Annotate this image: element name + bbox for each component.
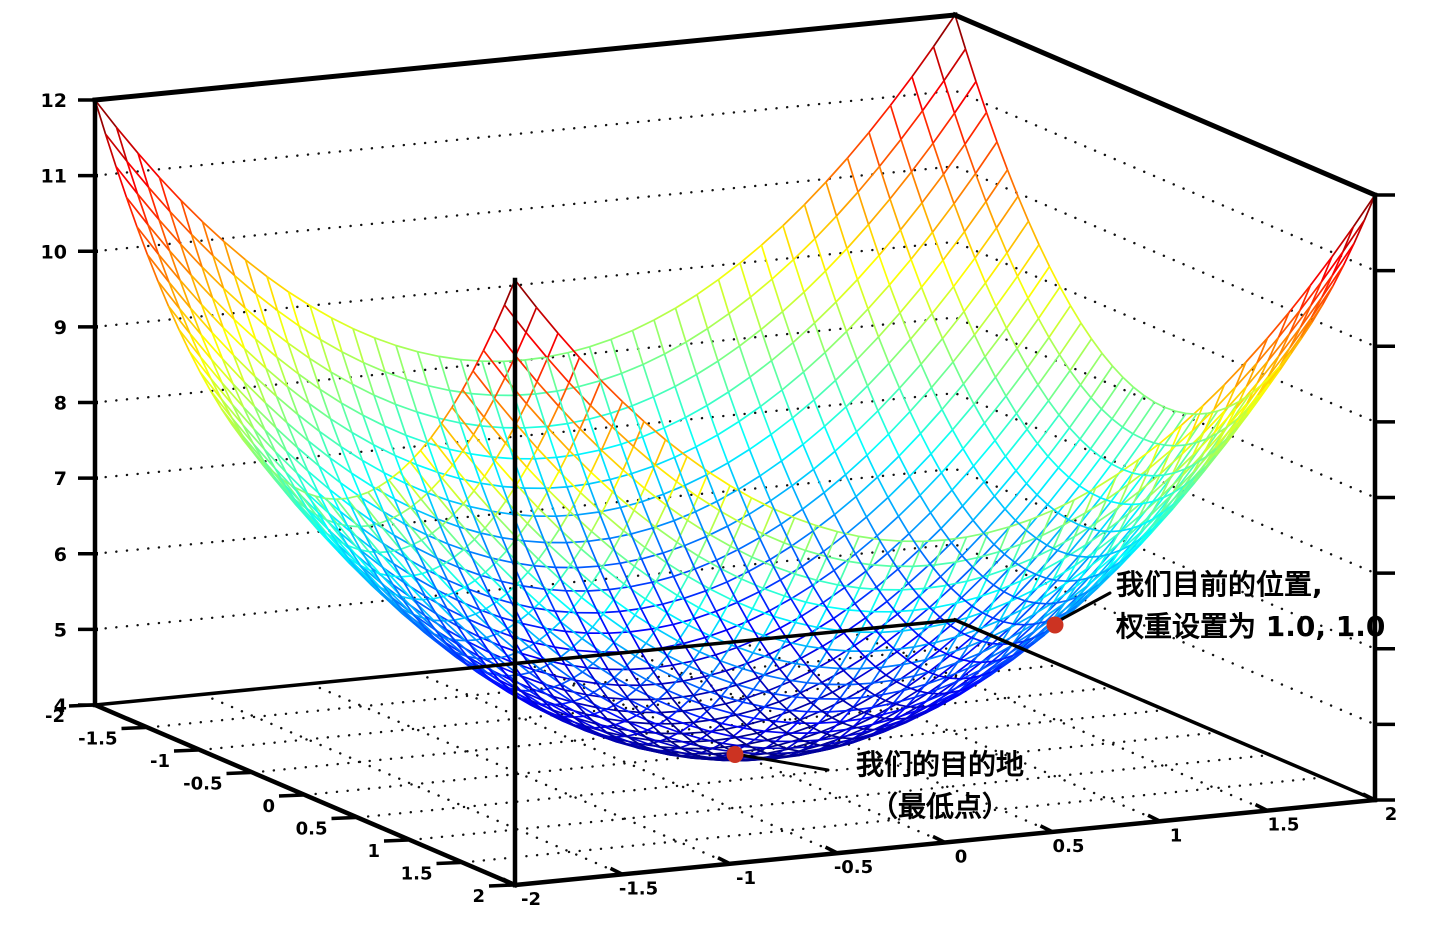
svg-text:9: 9 (54, 317, 67, 339)
svg-text:8: 8 (54, 393, 67, 415)
svg-text:1.5: 1.5 (1268, 815, 1300, 836)
annotation-text-line: 我们的目的地 (855, 748, 1024, 781)
svg-text:0.5: 0.5 (296, 819, 328, 840)
annotation-destination: 我们的目的地 （最低点） (816, 744, 1064, 828)
annotation-text-line: 我们目前的位置, (1116, 568, 1323, 601)
svg-text:-0.5: -0.5 (183, 774, 222, 795)
svg-text:0: 0 (955, 847, 968, 868)
svg-text:11: 11 (41, 166, 67, 188)
annotation-markers (726, 591, 1112, 772)
svg-text:2: 2 (1385, 804, 1398, 825)
svg-text:1: 1 (367, 841, 380, 862)
svg-text:-1: -1 (150, 751, 170, 772)
svg-text:-2: -2 (521, 889, 541, 910)
axis-ticks (68, 98, 1395, 888)
svg-text:10: 10 (41, 241, 67, 263)
svg-text:5: 5 (54, 619, 67, 641)
svg-text:7: 7 (54, 468, 67, 490)
axis-box (92, 11, 1379, 888)
svg-text:-0.5: -0.5 (834, 857, 873, 878)
surface-mesh (94, 14, 1376, 762)
svg-text:4: 4 (54, 695, 67, 717)
svg-text:0: 0 (262, 796, 275, 817)
annotation-text-line: 权重设置为 1.0, 1.0 (1116, 610, 1386, 643)
svg-text:-1.5: -1.5 (619, 878, 658, 899)
svg-text:1: 1 (1170, 825, 1183, 846)
svg-text:0.5: 0.5 (1053, 836, 1085, 857)
svg-text:-2: -2 (45, 706, 65, 727)
svg-text:2: 2 (472, 886, 485, 907)
svg-text:12: 12 (41, 90, 67, 112)
svg-text:-1: -1 (736, 868, 756, 889)
annotation-current-position: 我们目前的位置, 权重设置为 1.0, 1.0 (1116, 564, 1385, 648)
annotation-text-line: （最低点） (869, 790, 1010, 823)
svg-text:1.5: 1.5 (401, 864, 433, 885)
svg-text:-1.5: -1.5 (78, 729, 117, 750)
svg-text:6: 6 (54, 544, 67, 566)
